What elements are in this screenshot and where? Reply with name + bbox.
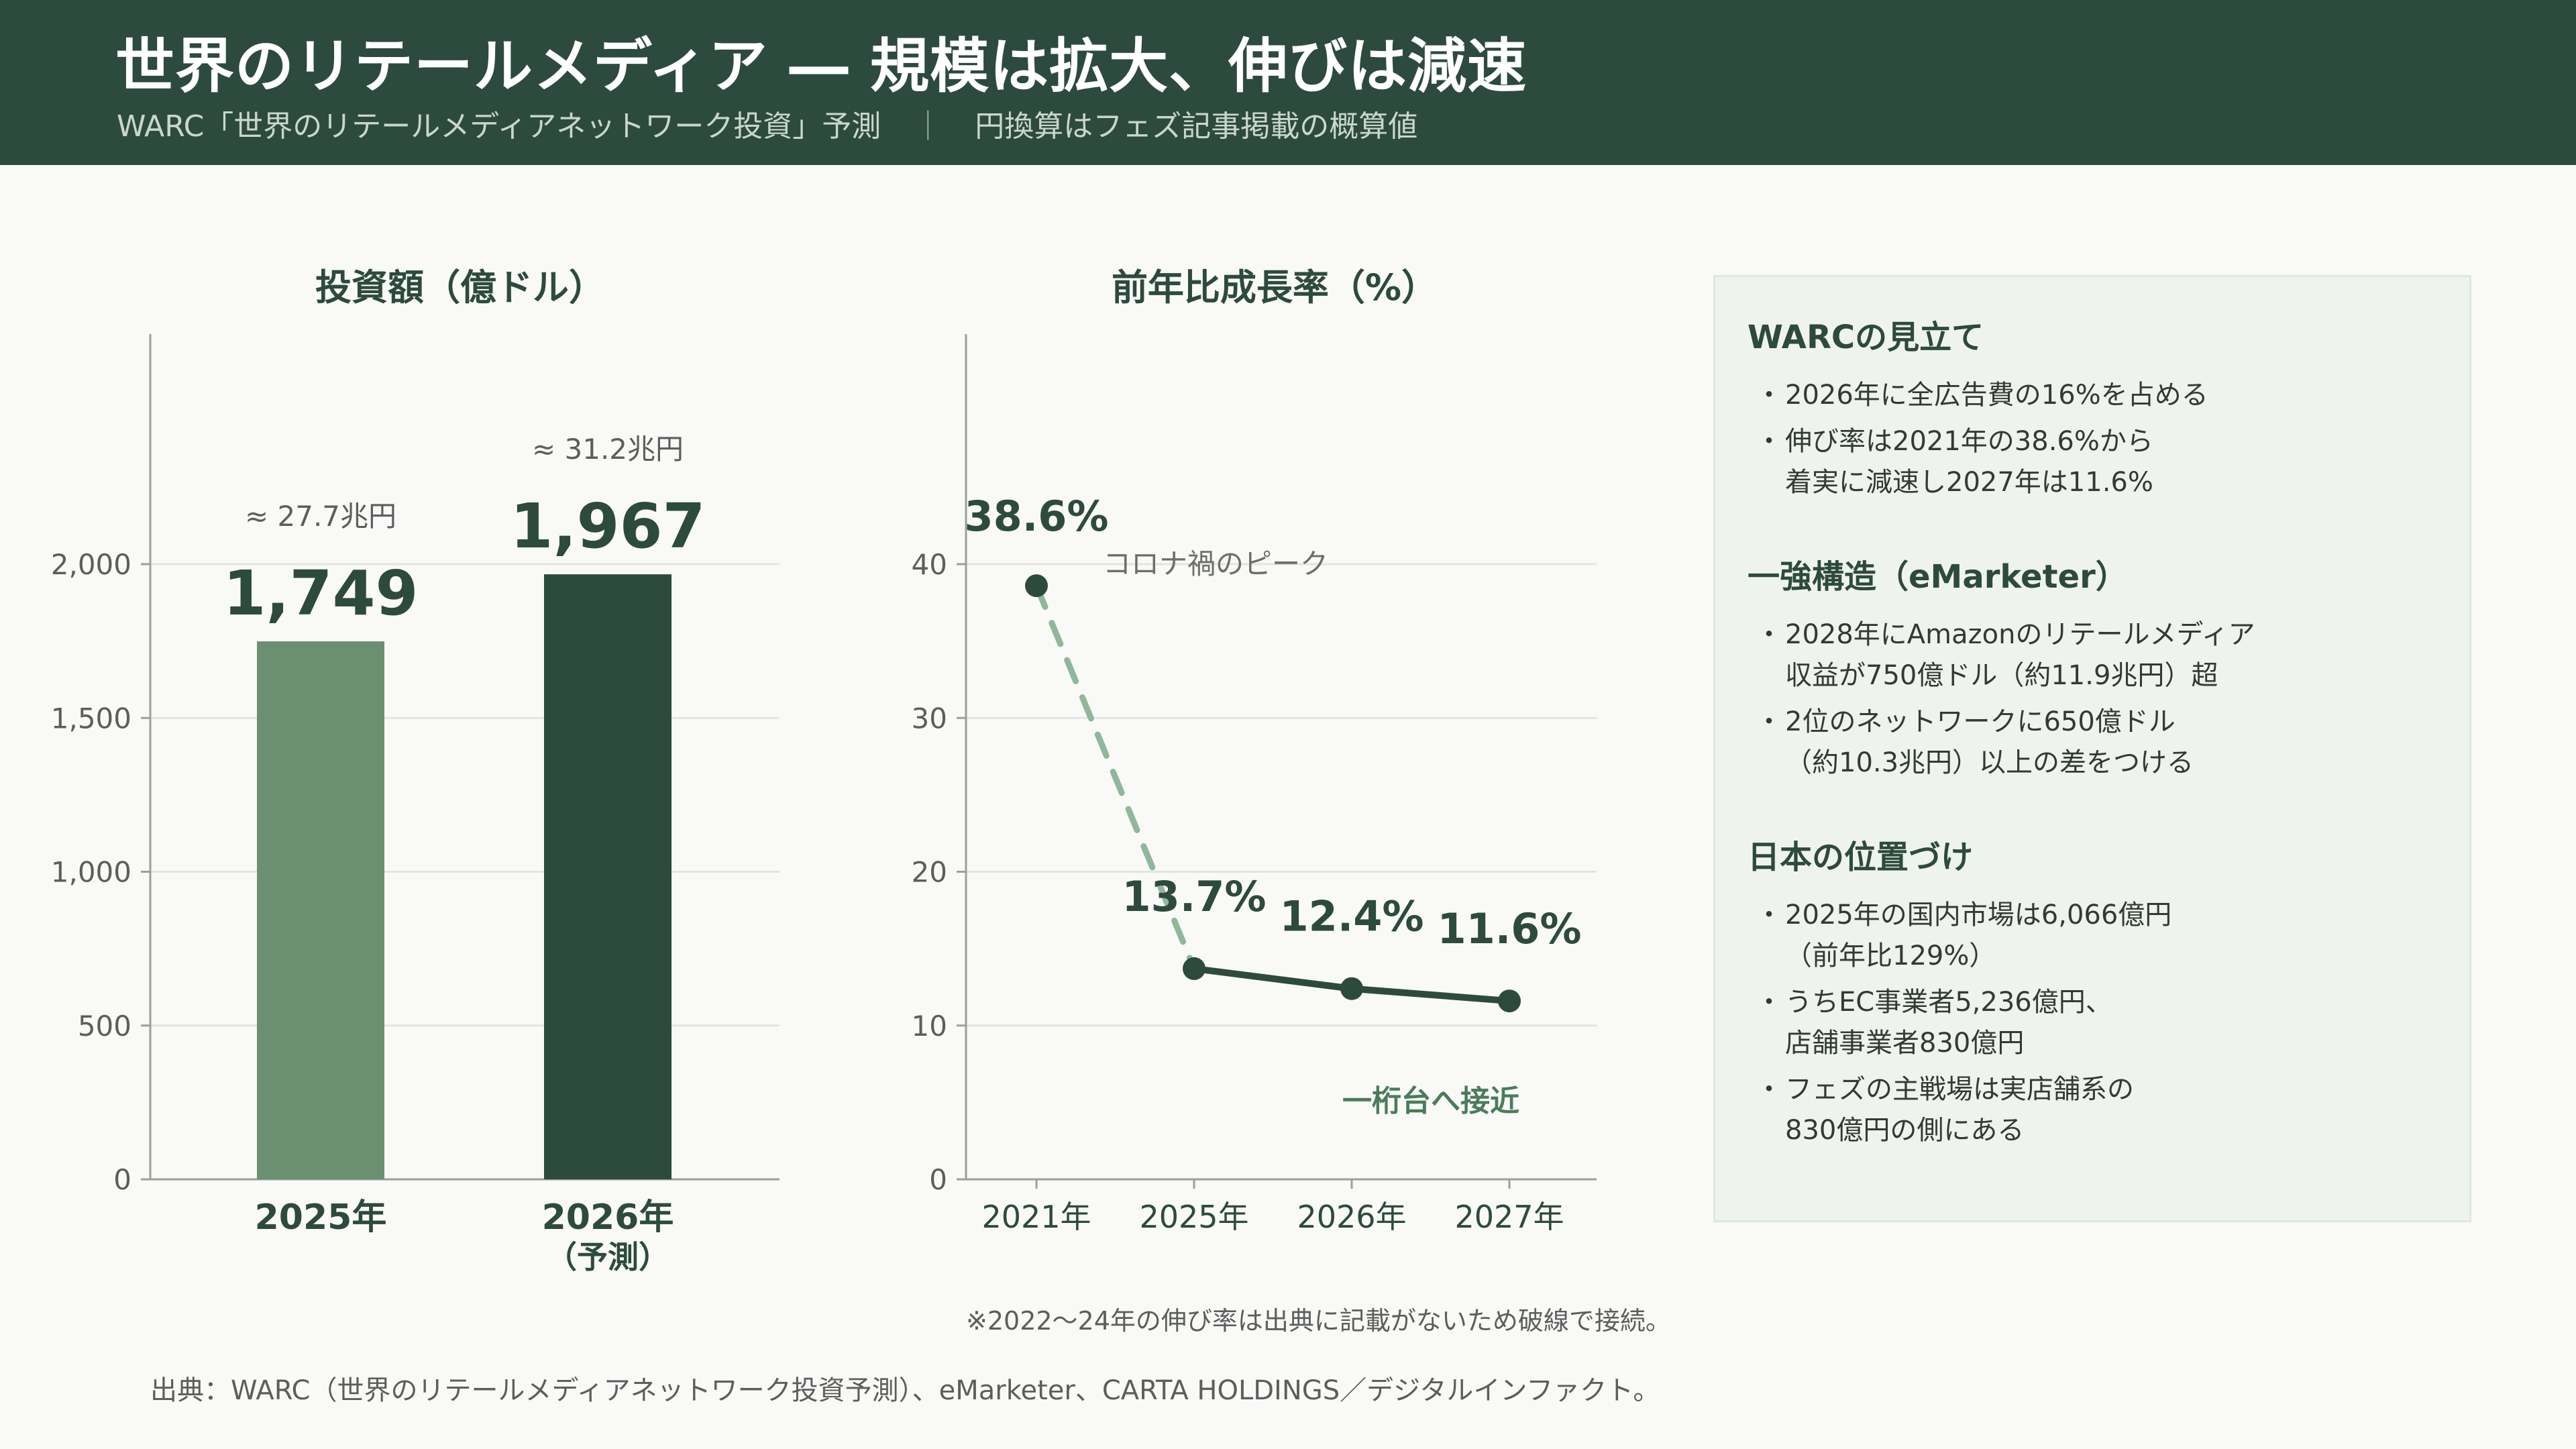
x-category-label: 2026年 [542,1197,674,1238]
bullet-item: 2025年の国内市場は6,066億円 （前年比129%） [1756,895,2437,977]
bullet-line: フェズの主戦場は実店舗系の [1785,1074,2134,1105]
y-tick-label: 40 [912,548,947,581]
bullet-list: 2025年の国内市場は6,066億円 （前年比129%） うちEC事業者5,236… [1748,895,2437,1151]
annotation-single-digit: 一桁台へ接近 [1342,1084,1519,1118]
bullet-line: 2026年に全広告費の16%を占める [1785,380,2208,411]
y-tick-label: 1,000 [51,856,131,889]
point-value-label: 12.4% [1279,892,1424,941]
y-tick-label: 500 [78,1010,131,1042]
panel-section-japan: 日本の位置づけ 2025年の国内市場は6,066億円 （前年比129%） うちEC… [1748,830,2437,1151]
panel-section-emarketer: 一強構造（eMarketer） 2028年にAmazonのリテールメディア収益が… [1748,550,2437,784]
section-title: 日本の位置づけ [1748,839,1974,876]
bar-value-label: 1,967 [510,490,705,562]
y-tick-label: 1,500 [51,702,131,735]
line-chart-title: 前年比成長率（%） [1111,266,1438,309]
line-segment [1348,985,1513,1005]
x-category-sublabel: （予測） [546,1239,669,1275]
x-tick-label: 2021年 [981,1199,1091,1235]
data-point-2025年 [1183,957,1205,980]
bullet-line: うちEC事業者5,236億円、 [1785,987,2112,1018]
footnote: ※2022〜24年の伸び率は出典に記載がないため破線で接続。 [966,1306,1671,1336]
subtitle-note: 円換算はフェズ記事掲載の概算値 [975,109,1418,144]
growth-line-chart: 0 10 20 30 40 38.6% 2021年 13.7% 2025年 12.4% 2026年 1… [912,334,1597,1235]
y-tick-label: 0 [929,1163,947,1196]
page-title: 世界のリテールメディア ― 規模は拡大、伸びは減速 [115,32,1527,101]
x-tick-label: 2026年 [1297,1199,1406,1235]
dashed-segment [1033,582,1197,972]
bullet-line: 2025年の国内市場は6,066億円 [1785,900,2172,930]
yen-label: ≈ 27.7兆円 [245,500,396,533]
bullet-item: うちEC事業者5,236億円、店舗事業者830億円 [1756,982,2437,1064]
bullet-list: 2026年に全広告費の16%を占める 伸び率は2021年の38.6%から着実に減… [1748,375,2437,503]
line-segment [1191,965,1355,992]
investment-bar-chart: 0 500 1,000 1,500 2,000 1,749 ≈ 27.7兆円 2025年 1,9… [51,334,780,1275]
y-tick-label: 30 [912,702,947,735]
yen-label: ≈ 31.2兆円 [532,433,684,466]
bullet-item: フェズの主戦場は実店舗系の 830億円の側にある [1756,1069,2437,1151]
bullet-line: （前年比129%） [1785,941,1996,971]
bullet-item: 2位のネットワークに650億ドル （約10.3兆円）以上の差をつける [1756,702,2437,784]
bar-2025年 [257,641,384,1179]
bullet-line: 収益が750億ドル（約11.9兆円）超 [1785,660,2218,691]
point-value-label: 13.7% [1122,872,1266,921]
bullet-item: 2026年に全広告費の16%を占める [1756,375,2437,416]
section-title: WARCの見立て [1748,319,1984,356]
header-bar: 世界のリテールメディア ― 規模は拡大、伸びは減速 WARC「世界のリテールメデ… [0,0,2576,165]
bullet-line: 2位のネットワークに650億ドル [1785,706,2176,737]
bullet-list: 2028年にAmazonのリテールメディア収益が750億ドル（約11.9兆円）超… [1748,614,2437,784]
bar-value-label: 1,749 [223,557,418,629]
point-value-label: 11.6% [1437,904,1581,953]
bullet-line: 伸び率は2021年の38.6%から [1785,426,2153,457]
y-tick-label: 0 [113,1163,131,1196]
x-category-label: 2025年 [255,1197,387,1238]
page-subtitle: WARC「世界のリテールメディアネットワーク投資」予測 ｜ 円換算はフェズ記事掲載の… [117,102,1417,145]
bullet-line: 2028年にAmazonのリテールメディア [1785,619,2255,650]
bullet-line: 着実に減速し2027年は11.6% [1785,467,2153,498]
insight-panel: WARCの見立て 2026年に全広告費の16%を占める 伸び率は2021年の38… [1713,275,2471,1222]
data-point-2021年 [1025,574,1048,598]
x-tick-label: 2027年 [1454,1199,1564,1235]
y-tick-label: 10 [912,1010,947,1042]
annotation-covid-peak: コロナ禍のピーク [1103,547,1328,580]
bar-2026年 [544,574,672,1179]
bar-chart-title: 投資額（億ドル） [315,266,605,309]
x-tick-label: 2025年 [1139,1199,1248,1235]
y-tick-label: 2,000 [51,548,131,581]
section-title: 一強構造（eMarketer） [1748,558,2128,596]
source-credit: 出典：WARC（世界のリテールメディアネットワーク投資予測）、eMarketer… [150,1375,1660,1406]
bullet-line: （約10.3兆円）以上の差をつける [1785,747,2194,778]
data-point-2027年 [1498,989,1521,1013]
data-point-2026年 [1340,977,1363,1000]
subtitle-separator: ｜ [913,109,943,144]
bullet-line: 830億円の側にある [1785,1115,2025,1146]
bullet-line: 店舗事業者830億円 [1785,1028,2025,1059]
point-value-label: 38.6% [964,492,1108,541]
y-tick-label: 20 [912,856,947,889]
subtitle-source: WARC「世界のリテールメディアネットワーク投資」予測 [117,109,881,144]
panel-section-warc: WARCの見立て 2026年に全広告費の16%を占める 伸び率は2021年の38… [1748,311,2437,503]
